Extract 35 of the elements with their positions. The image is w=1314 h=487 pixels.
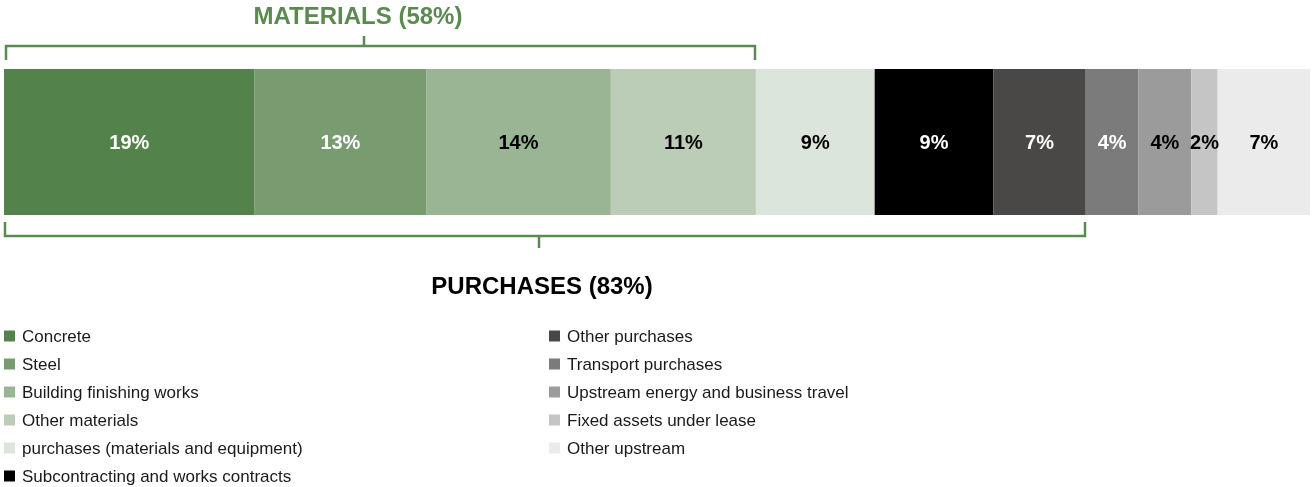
- data-label: 4%: [1097, 131, 1127, 153]
- data-label: 14%: [498, 131, 539, 153]
- data-label: 9%: [800, 131, 830, 153]
- legend-label: Other materials: [22, 410, 139, 430]
- data-label: 7%: [1025, 131, 1055, 153]
- legend-label: Fixed assets under lease: [567, 410, 756, 430]
- data-label: 2%: [1190, 131, 1220, 153]
- data-label: 13%: [320, 131, 361, 153]
- data-label: 19%: [109, 131, 150, 153]
- text: PURCHASES (83%): [431, 271, 653, 299]
- bar: [874, 69, 994, 215]
- bar: [755, 69, 875, 215]
- bar: [1217, 69, 1310, 215]
- legend-label: Subcontracting and works contracts: [22, 466, 292, 486]
- bar: [1191, 69, 1218, 215]
- legend-label: Other upstream: [567, 438, 686, 458]
- bar: [426, 69, 611, 215]
- bar: [254, 69, 427, 215]
- legend-label: purchases (materials and equipment): [22, 438, 303, 458]
- text: MATERIALS (58%): [253, 1, 463, 29]
- legend-label: Other purchases: [567, 326, 693, 346]
- legend-label: Steel: [22, 354, 61, 374]
- bar: [993, 69, 1086, 215]
- legend-label: Building finishing works: [22, 382, 199, 402]
- bar: [610, 69, 756, 215]
- bar: [4, 69, 255, 215]
- legend-label: Transport purchases: [567, 354, 723, 374]
- bar: [1085, 69, 1139, 215]
- bar: [1138, 69, 1192, 215]
- legend-label: Upstream energy and business travel: [567, 382, 849, 402]
- data-label: 11%: [663, 131, 704, 153]
- data-label: 7%: [1249, 131, 1279, 153]
- data-label: 9%: [919, 131, 949, 153]
- data-label: 4%: [1150, 131, 1180, 153]
- legend-label: Concrete: [22, 326, 91, 346]
